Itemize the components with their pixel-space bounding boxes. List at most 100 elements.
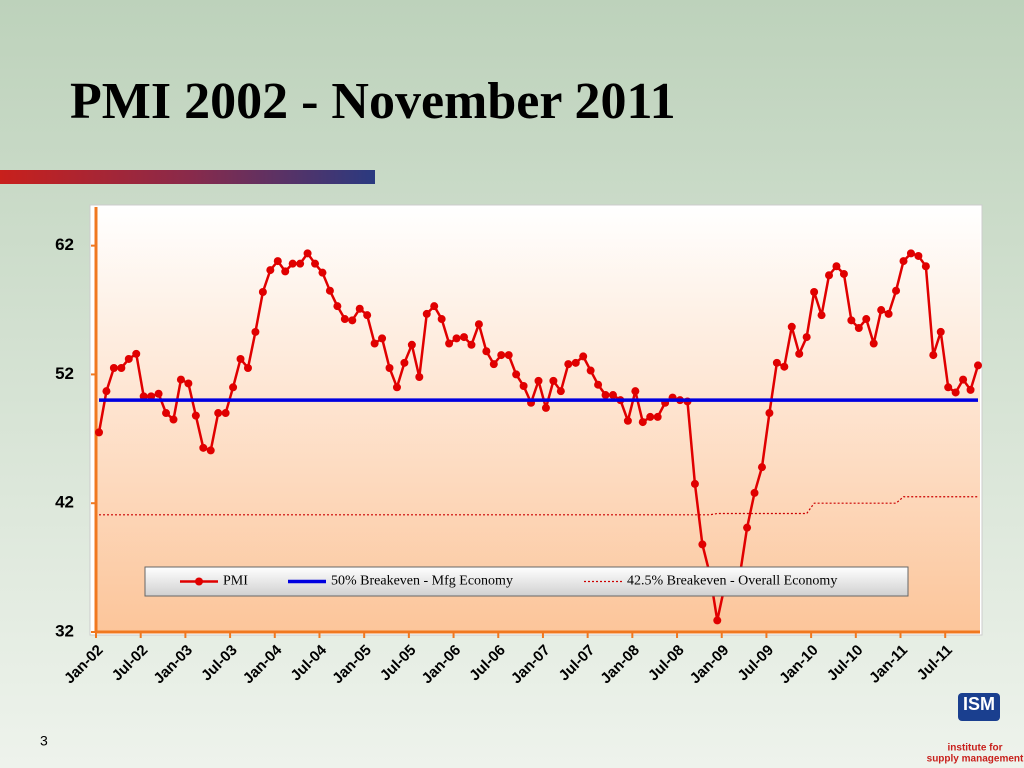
marker — [556, 387, 565, 396]
marker — [109, 363, 118, 372]
marker — [549, 376, 558, 385]
marker — [117, 363, 126, 372]
marker — [497, 351, 506, 360]
marker — [757, 463, 766, 472]
y-tick-label: 32 — [55, 621, 74, 640]
marker — [214, 409, 223, 418]
marker — [400, 358, 409, 367]
marker — [229, 383, 238, 392]
marker — [325, 286, 334, 295]
marker — [467, 340, 476, 349]
marker — [169, 415, 178, 424]
marker — [206, 446, 215, 455]
marker — [221, 409, 230, 418]
marker — [392, 383, 401, 392]
marker — [929, 351, 938, 360]
marker — [579, 352, 588, 361]
marker — [311, 259, 320, 268]
marker — [825, 271, 834, 280]
marker — [623, 416, 632, 425]
marker — [445, 339, 454, 348]
marker — [363, 311, 372, 320]
marker — [251, 327, 260, 336]
marker — [854, 324, 863, 333]
marker — [594, 380, 603, 389]
marker — [690, 479, 699, 488]
marker — [147, 392, 156, 401]
marker — [974, 361, 982, 370]
marker — [415, 373, 424, 381]
marker — [303, 249, 312, 258]
title-bar — [0, 170, 375, 184]
marker — [102, 387, 111, 396]
marker — [966, 385, 975, 394]
marker — [914, 251, 923, 260]
marker — [355, 304, 364, 313]
marker — [482, 347, 491, 356]
marker — [191, 411, 200, 420]
y-tick-label: 62 — [55, 235, 74, 254]
marker — [474, 320, 483, 329]
marker — [571, 358, 580, 367]
marker — [422, 309, 431, 318]
marker — [810, 288, 819, 296]
marker — [877, 306, 886, 315]
marker — [348, 316, 357, 325]
marker — [340, 315, 349, 324]
marker — [698, 540, 707, 549]
marker — [750, 488, 759, 497]
marker — [378, 334, 387, 343]
marker — [281, 267, 290, 276]
marker — [176, 375, 185, 384]
marker — [132, 349, 141, 358]
marker — [765, 409, 774, 418]
marker — [862, 315, 871, 324]
marker — [333, 302, 342, 311]
marker — [832, 262, 841, 271]
logo-box — [958, 693, 1000, 721]
marker — [258, 288, 267, 296]
marker — [787, 322, 796, 331]
marker — [743, 523, 752, 532]
marker — [519, 382, 528, 391]
marker — [385, 363, 394, 372]
marker — [266, 266, 275, 275]
legend-box — [144, 566, 909, 597]
logo-name: ISM — [963, 694, 995, 714]
slide-title: PMI 2002 - November 2011 — [70, 73, 676, 130]
marker — [899, 257, 908, 266]
marker — [601, 391, 610, 400]
marker — [906, 249, 915, 258]
marker — [437, 315, 446, 324]
plot-area — [96, 207, 980, 632]
marker — [243, 363, 252, 372]
marker — [370, 339, 379, 348]
marker — [802, 333, 811, 342]
marker — [407, 340, 416, 349]
marker — [452, 334, 461, 343]
marker — [124, 354, 133, 363]
marker — [184, 379, 193, 388]
marker — [653, 412, 662, 421]
marker — [541, 403, 550, 412]
marker — [534, 376, 543, 385]
marker — [646, 412, 655, 421]
marker — [631, 387, 640, 396]
marker — [430, 302, 439, 311]
marker — [884, 309, 893, 318]
logo-tagline: supply management — [927, 754, 1024, 765]
marker — [318, 268, 327, 277]
marker — [489, 360, 498, 369]
page-number: 3 — [40, 733, 48, 749]
logo-tagline: institute for — [948, 743, 1003, 754]
marker — [512, 370, 521, 379]
y-tick-label: 42 — [55, 493, 74, 512]
marker — [944, 383, 953, 392]
legend-label: 50% Breakeven - Mfg Economy — [331, 574, 513, 589]
legend: PMI 50% Breakeven - Mfg Economy 42.5% Brea… — [144, 566, 909, 597]
y-tick-label: 52 — [55, 364, 74, 383]
marker — [839, 269, 848, 278]
legend-marker — [195, 577, 203, 586]
legend-label: 42.5% Breakeven - Overall Economy — [627, 574, 837, 589]
marker — [847, 316, 856, 325]
